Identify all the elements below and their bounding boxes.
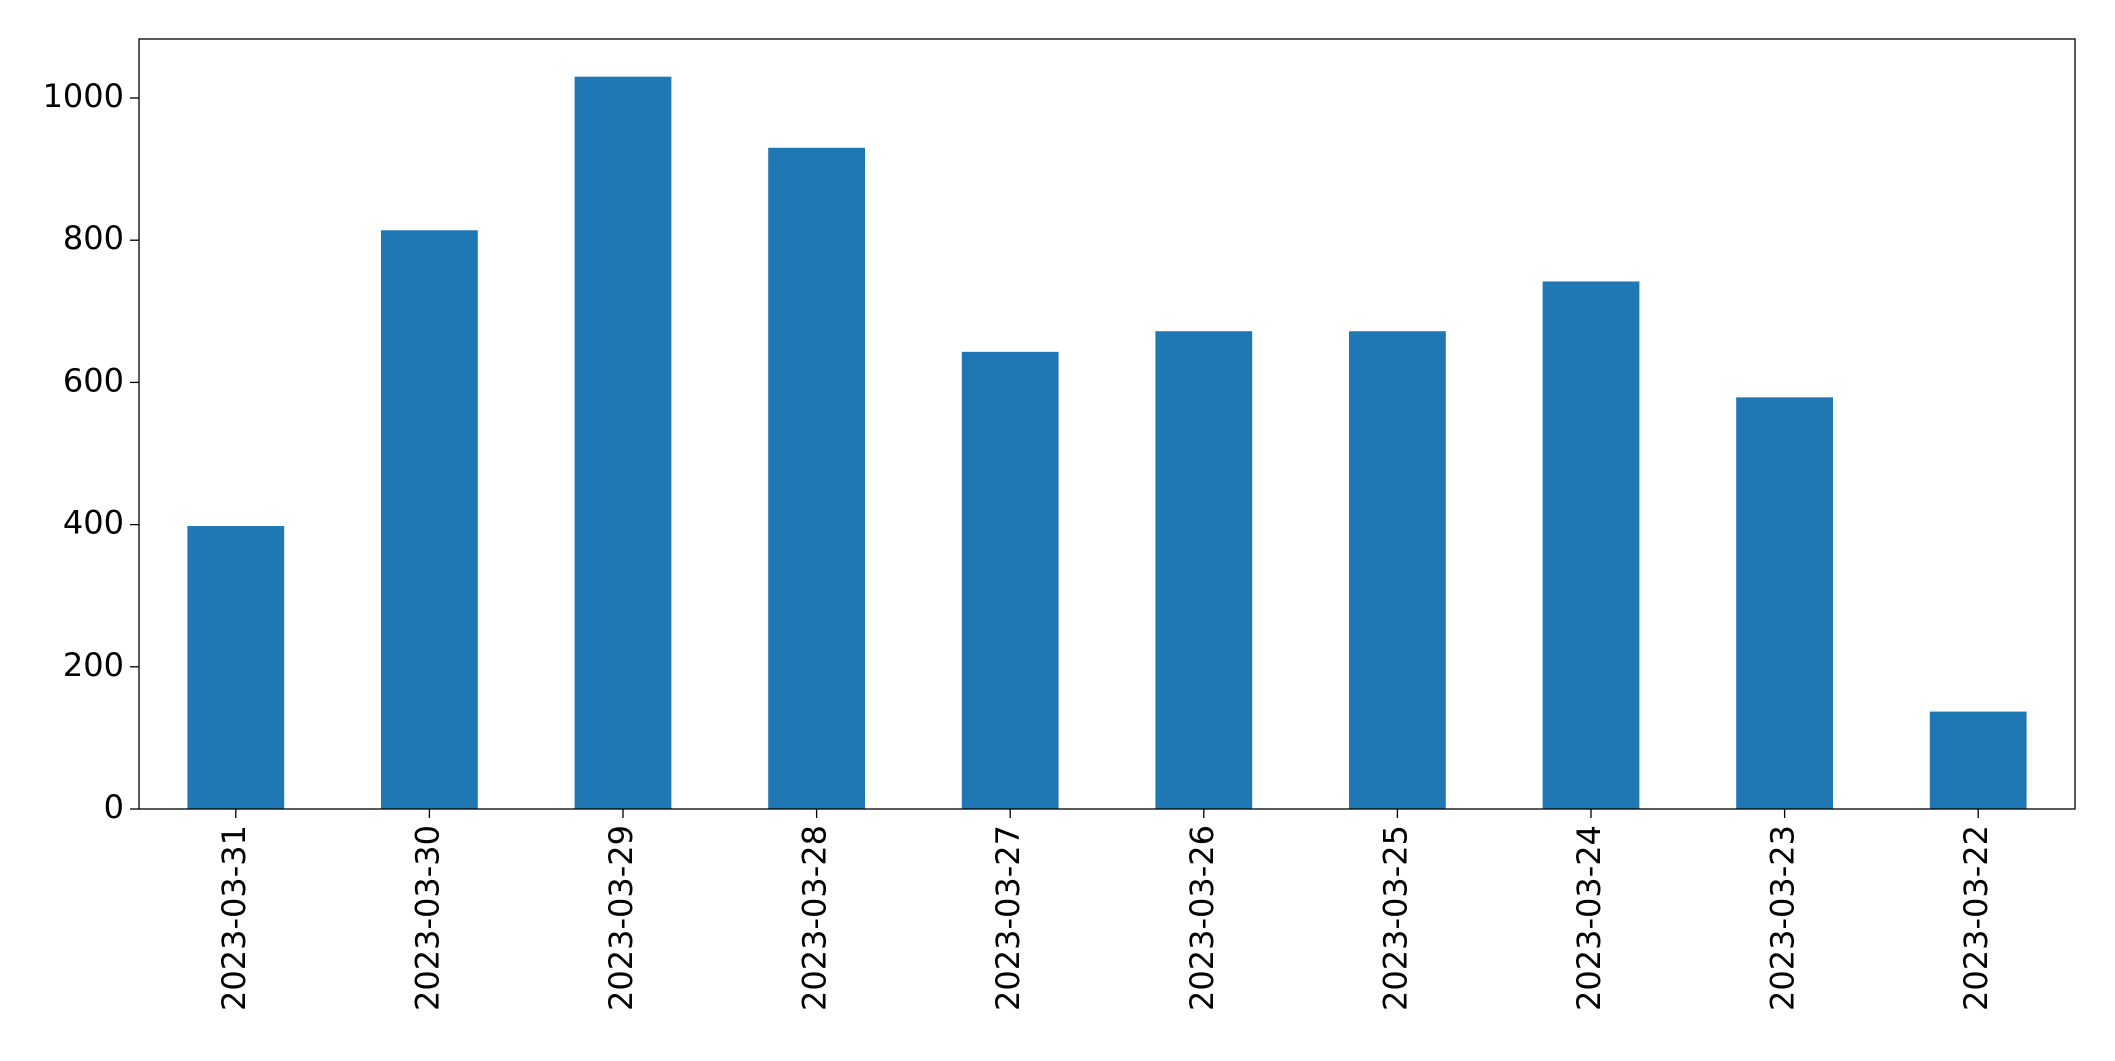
bar bbox=[1155, 331, 1253, 809]
x-tick-label: 2023-03-22 bbox=[1957, 825, 1995, 1011]
bar bbox=[1929, 711, 2027, 809]
bar bbox=[187, 526, 285, 809]
x-tick-label: 2023-03-23 bbox=[1764, 825, 1802, 1011]
bar bbox=[961, 351, 1059, 809]
bar bbox=[1349, 331, 1446, 809]
x-tick-label: 2023-03-24 bbox=[1570, 825, 1608, 1011]
plot-frame bbox=[138, 38, 2076, 810]
y-tick-label: 1000 bbox=[43, 77, 124, 115]
y-tick-label: 800 bbox=[63, 219, 124, 257]
y-tick-label: 600 bbox=[63, 361, 124, 399]
x-tick-label: 2023-03-29 bbox=[602, 825, 640, 1011]
bar bbox=[1736, 397, 1833, 809]
bar bbox=[768, 147, 865, 810]
x-tick-label: 2023-03-30 bbox=[408, 825, 446, 1011]
x-tick-label: 2023-03-25 bbox=[1376, 825, 1414, 1011]
x-tick-label: 2023-03-31 bbox=[215, 825, 253, 1011]
y-tick-label: 0 bbox=[104, 788, 124, 826]
x-tick-label: 2023-03-26 bbox=[1183, 825, 1221, 1011]
bar bbox=[1542, 281, 1640, 809]
bar bbox=[381, 230, 478, 810]
y-tick-label: 400 bbox=[63, 504, 124, 542]
x-tick-label: 2023-03-28 bbox=[796, 825, 834, 1011]
bar bbox=[574, 76, 672, 809]
y-tick-label: 200 bbox=[63, 646, 124, 684]
x-tick-label: 2023-03-27 bbox=[989, 825, 1027, 1011]
